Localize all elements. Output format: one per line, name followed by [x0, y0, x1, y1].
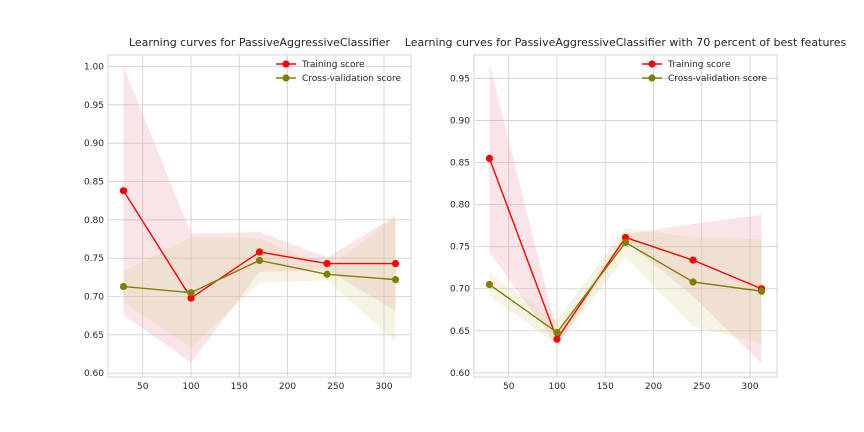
y-tick-label: 0.80: [84, 216, 104, 226]
point-training: [391, 259, 400, 268]
point-cross-validation: [391, 276, 400, 284]
x-tick-label: 50: [137, 382, 149, 392]
legend-marker-cross-validation: [282, 74, 290, 82]
y-tick-label: 0.65: [450, 327, 470, 337]
y-tick-label: 0.85: [450, 159, 470, 169]
legend-label-training: Training score: [667, 60, 731, 70]
point-cross-validation: [689, 278, 697, 286]
y-tick-label: 0.75: [450, 243, 470, 253]
y-tick-label: 0.80: [450, 201, 470, 211]
chart-title: Learning curves for PassiveAggressiveCla…: [405, 36, 847, 49]
point-training: [255, 248, 264, 256]
x-tick-label: 300: [741, 382, 758, 392]
x-tick-label: 200: [645, 382, 662, 392]
point-training: [323, 259, 331, 268]
legend-item-training: Training score: [276, 60, 365, 70]
point-cross-validation: [621, 238, 630, 247]
y-tick-label: 0.90: [450, 117, 470, 127]
plot-area: [473, 54, 778, 378]
legend-label-training: Training score: [301, 60, 365, 70]
point-cross-validation: [485, 280, 494, 289]
legend-marker-cross-validation: [648, 74, 656, 82]
plot-area: [107, 54, 412, 378]
legend-marker-training: [648, 60, 656, 68]
x-tick-label: 50: [503, 382, 515, 392]
x-tick-label: 250: [693, 382, 710, 392]
y-tick-label: 0.85: [84, 178, 104, 188]
y-tick-label: 0.70: [84, 293, 104, 303]
right-chart: 50 100 150 200 250 300 0.60 0.65 0.70 0.75 0.80 0.8…: [405, 36, 847, 392]
y-tick-label: 0.60: [84, 369, 104, 379]
band-cross-validation: [123, 217, 396, 348]
point-training: [553, 335, 561, 343]
x-tick-label: 300: [375, 382, 392, 392]
point-training: [621, 233, 630, 242]
legend-item-cross-validation: Cross-validation score: [276, 74, 401, 84]
y-tick-label: 0.70: [450, 285, 470, 295]
point-cross-validation: [255, 256, 264, 265]
x-tick-label: 100: [548, 382, 565, 392]
point-cross-validation: [757, 287, 766, 295]
x-tick-label: 150: [597, 382, 614, 392]
band-training: [123, 66, 396, 363]
legend-item-training: Training score: [642, 60, 731, 70]
y-tick-label: 0.75: [84, 254, 104, 264]
y-tick-label: 0.90: [84, 139, 104, 149]
point-cross-validation: [187, 289, 195, 297]
left-chart: 50 100 150 200 250 300 0.60 0.65 0.70 0.75 0.80 0.8…: [84, 36, 412, 392]
legend-marker-training: [282, 60, 290, 68]
point-training: [689, 256, 697, 264]
point-training: [485, 154, 494, 163]
x-tick-label: 250: [327, 382, 344, 392]
gridlines: [108, 55, 411, 377]
x-tick-label: 100: [182, 382, 199, 392]
point-cross-validation: [323, 270, 331, 278]
point-cross-validation: [553, 328, 561, 337]
point-training: [119, 187, 128, 195]
band-training: [489, 63, 762, 364]
point-cross-validation: [119, 282, 128, 291]
y-tick-label: 0.95: [450, 75, 470, 85]
y-tick-label: 0.65: [84, 331, 104, 341]
x-tick-label: 200: [279, 382, 296, 392]
x-tick-label: 150: [231, 382, 248, 392]
gridlines: [474, 55, 777, 377]
y-tick-label: 0.95: [84, 101, 104, 111]
legend-label-cross-validation: Cross-validation score: [668, 74, 767, 84]
point-training: [187, 294, 195, 302]
chart-title: Learning curves for PassiveAggressiveCla…: [129, 36, 391, 49]
y-tick-label: 1.00: [84, 63, 104, 73]
legend-label-cross-validation: Cross-validation score: [302, 74, 401, 84]
legend-item-cross-validation: Cross-validation score: [642, 74, 767, 84]
y-tick-label: 0.60: [450, 369, 470, 379]
